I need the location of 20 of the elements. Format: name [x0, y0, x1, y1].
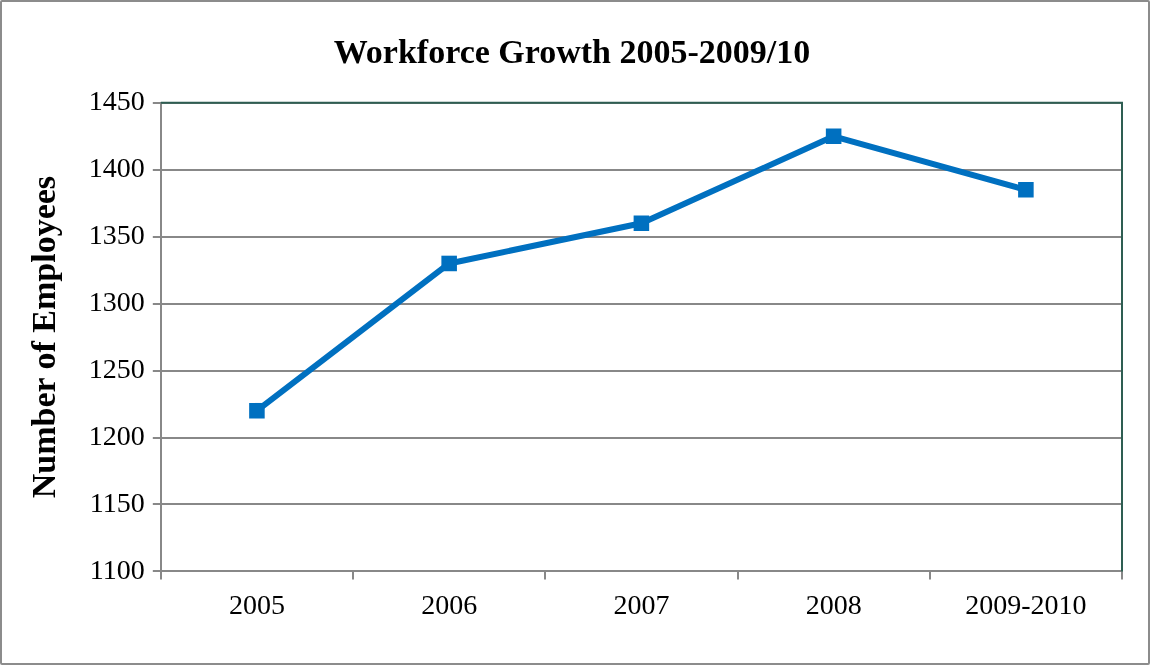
y-tick-label: 1400 — [88, 152, 145, 184]
y-axis-title: Number of Employees — [25, 175, 63, 499]
x-tick-label: 2007 — [613, 588, 670, 620]
point — [1018, 182, 1034, 198]
y-tick-label: 1250 — [88, 352, 145, 384]
point — [249, 402, 265, 419]
y-tick-label: 1200 — [88, 419, 145, 451]
chart-title: Workforce Growth 2005-2009/10 — [333, 33, 811, 71]
x-tick-label: 2008 — [805, 588, 862, 620]
y-tick-label: 1300 — [88, 285, 145, 317]
y-tick-label: 1450 — [88, 85, 145, 117]
x-tick-label: 2005 — [228, 588, 285, 620]
point — [825, 128, 842, 145]
y-tick-label: 1100 — [89, 553, 145, 585]
x-tick-label: 2006 — [421, 588, 478, 620]
x-tick-label: 2009-2010 — [965, 588, 1087, 620]
y-tick-label: 1350 — [88, 219, 145, 251]
point — [441, 255, 457, 272]
y-tick-label: 1150 — [89, 486, 145, 518]
point — [633, 215, 650, 232]
